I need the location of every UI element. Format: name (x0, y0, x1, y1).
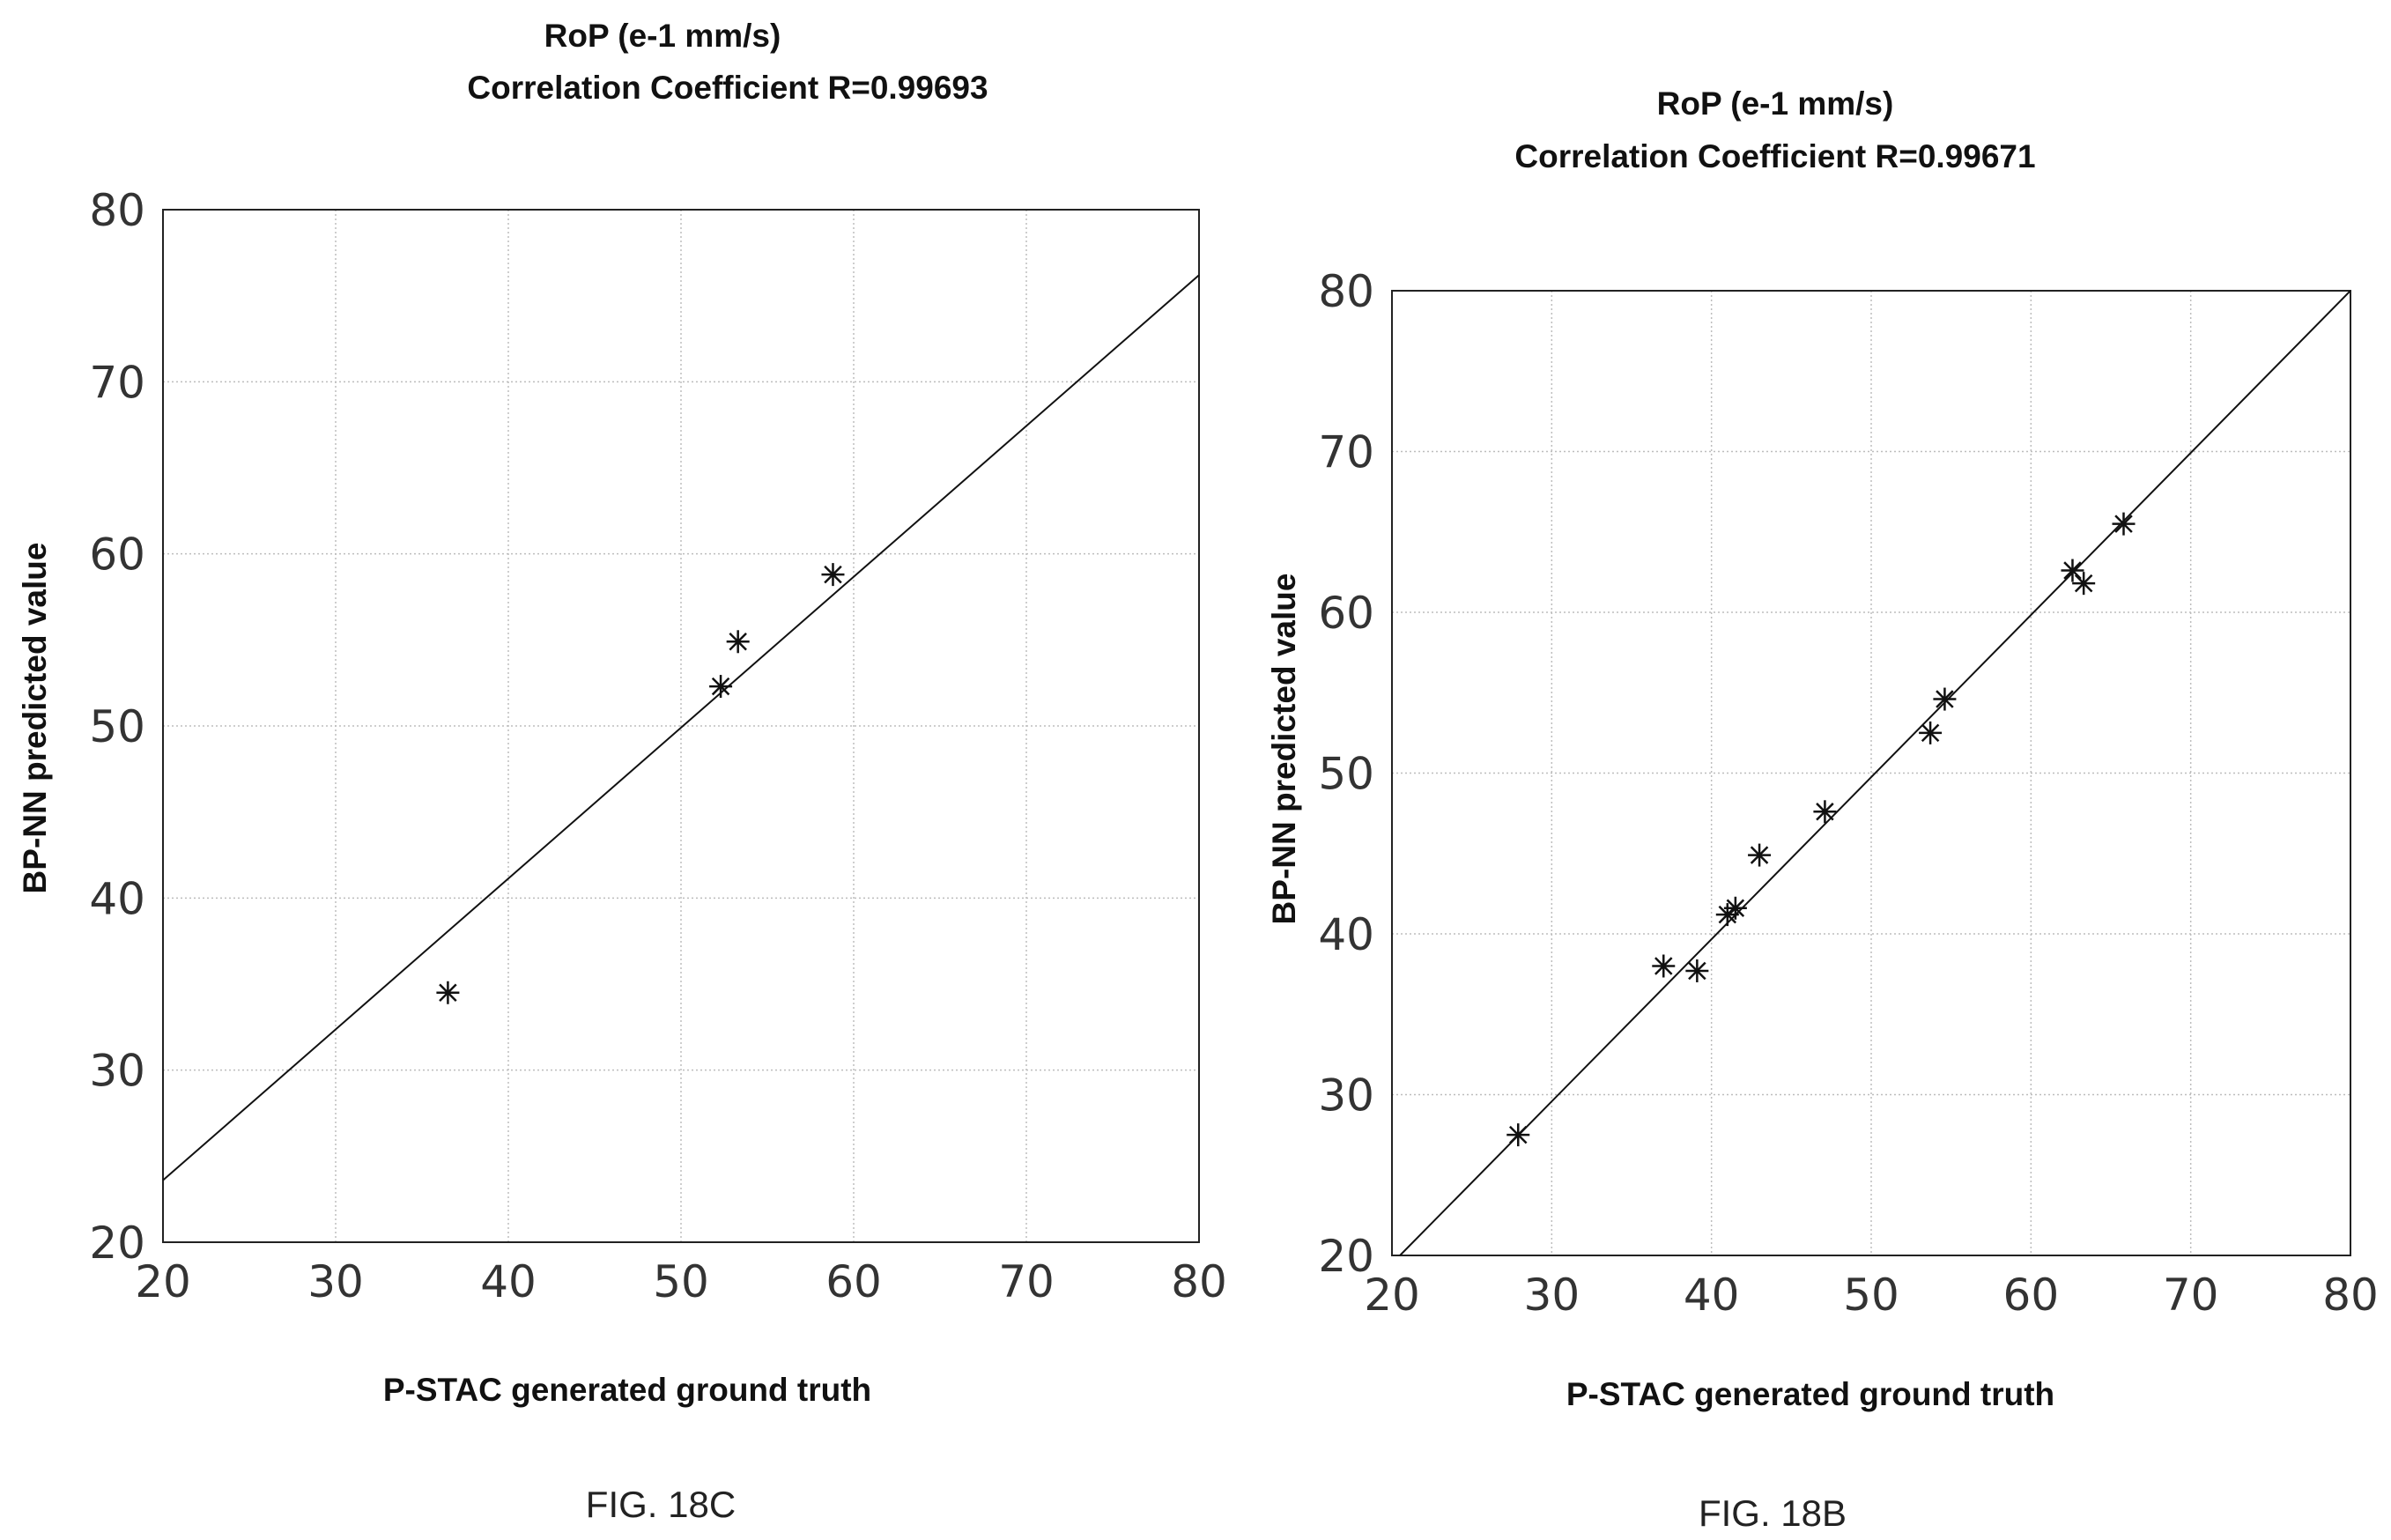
x-tick-labels: 20 30 40 50 60 70 80 (135, 1256, 1227, 1307)
data-points (1506, 512, 2136, 1147)
data-point-marker (2112, 512, 2136, 536)
data-point-marker (821, 563, 845, 587)
figure-caption: FIG. 18C (586, 1484, 736, 1525)
chart-subtitle: Correlation Coefficient R=0.99693 (467, 70, 988, 106)
y-tick-label: 70 (1318, 427, 1374, 478)
y-tick-label: 60 (1318, 588, 1374, 639)
y-tick-label: 50 (89, 701, 145, 752)
x-tick-label: 60 (2003, 1270, 2060, 1321)
y-tick-label: 20 (89, 1218, 145, 1269)
data-point-marker (1685, 959, 1709, 982)
x-tick-label: 40 (480, 1256, 537, 1307)
data-points (436, 563, 845, 1004)
data-point-marker (2072, 572, 2096, 596)
x-tick-label: 70 (2163, 1270, 2219, 1321)
y-tick-label: 80 (1318, 266, 1374, 317)
x-tick-label: 20 (135, 1256, 191, 1307)
data-point-marker (1652, 954, 1676, 978)
y-tick-label: 40 (89, 873, 145, 924)
data-point-marker (1919, 721, 1943, 744)
x-tick-label: 30 (1524, 1270, 1580, 1321)
plot-frame (1391, 290, 2351, 1256)
x-tick-label: 20 (1364, 1270, 1420, 1321)
data-point-marker (1748, 843, 1772, 867)
y-tick-label: 30 (1318, 1070, 1374, 1122)
data-point-marker (1813, 800, 1837, 824)
data-point-marker (2061, 559, 2084, 582)
data-point-marker (1506, 1123, 1530, 1147)
y-axis-label: BP-NN predicted value (1266, 574, 1302, 925)
x-axis-label: P-STAC generated ground truth (1566, 1376, 2054, 1412)
y-tick-label: 60 (89, 529, 145, 581)
x-tick-label: 60 (825, 1256, 882, 1307)
fit-line (1399, 290, 2351, 1256)
fit-line (162, 274, 1200, 1181)
y-tick-labels: 20 30 40 50 60 70 80 (1318, 266, 1374, 1282)
x-tick-label: 30 (307, 1256, 364, 1307)
data-point-marker (709, 675, 733, 699)
y-tick-label: 50 (1318, 749, 1374, 800)
x-tick-labels: 20 30 40 50 60 70 80 (1364, 1270, 2379, 1321)
chart-title: RoP (e-1 mm/s) (1657, 85, 1894, 122)
grid-lines (1392, 291, 2350, 1255)
fit-line-group (1399, 290, 2351, 1256)
chart-fig-18b: RoP (e-1 mm/s) Correlation Coefficient R… (1266, 85, 2379, 1534)
chart-title: RoP (e-1 mm/s) (544, 18, 781, 54)
x-tick-label: 80 (1171, 1256, 1227, 1307)
plot-frame (162, 209, 1200, 1243)
x-axis-label: P-STAC generated ground truth (383, 1372, 871, 1408)
chart-subtitle: Correlation Coefficient R=0.99671 (1514, 138, 2035, 174)
x-tick-label: 70 (998, 1256, 1055, 1307)
y-tick-label: 30 (89, 1046, 145, 1097)
x-tick-label: 50 (653, 1256, 709, 1307)
data-point-marker (1723, 896, 1747, 920)
data-point-marker (1933, 687, 1957, 711)
x-tick-label: 50 (1843, 1270, 1899, 1321)
data-point-marker (726, 630, 750, 654)
y-tick-label: 70 (89, 357, 145, 408)
chart-fig-18c: RoP (e-1 mm/s) Correlation Coefficient R… (17, 18, 1227, 1525)
figure-caption: FIG. 18B (1699, 1492, 1847, 1534)
y-tick-label: 80 (89, 185, 145, 236)
y-tick-labels: 20 30 40 50 60 70 80 (89, 185, 145, 1269)
data-point-marker (436, 981, 460, 1004)
x-tick-label: 80 (2322, 1270, 2379, 1321)
y-tick-label: 20 (1318, 1231, 1374, 1282)
y-tick-label: 40 (1318, 909, 1374, 960)
fit-line-group (162, 274, 1200, 1181)
x-tick-label: 40 (1684, 1270, 1740, 1321)
y-axis-label: BP-NN predicted value (17, 543, 53, 894)
grid-lines (163, 210, 1199, 1242)
